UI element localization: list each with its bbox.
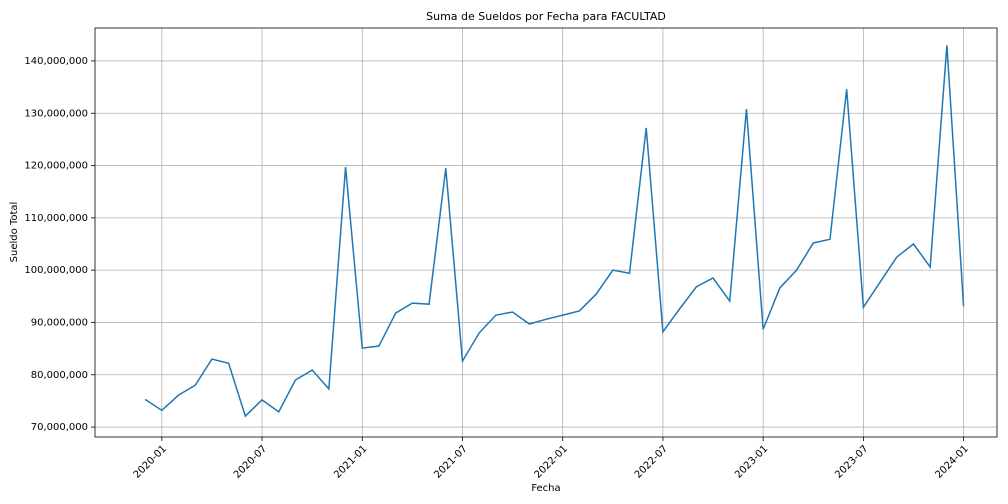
y-tick-label: 140,000,000	[24, 56, 88, 67]
y-tick-label: 100,000,000	[24, 265, 88, 276]
x-tick-label: 2021-07	[432, 443, 469, 480]
y-tick-label: 80,000,000	[31, 370, 88, 381]
chart-title: Suma de Sueldos por Fecha para FACULTAD	[426, 10, 666, 23]
y-tick-label: 130,000,000	[24, 108, 88, 119]
line-series	[144, 45, 965, 418]
y-tick-label: 70,000,000	[31, 422, 88, 433]
x-tick-label: 2023-07	[833, 443, 870, 480]
x-tick-label: 2022-07	[633, 443, 670, 480]
x-tick-label: 2020-01	[132, 443, 169, 480]
x-tick-label: 2024-01	[934, 443, 971, 480]
x-axis-label: Fecha	[531, 483, 560, 494]
x-tick-label: 2022-01	[533, 443, 570, 480]
plot-frame	[94, 27, 998, 438]
x-tick-label: 2023-01	[733, 443, 770, 480]
y-axis-label: Sueldo Total	[9, 202, 20, 263]
x-tick-label: 2021-01	[332, 443, 369, 480]
y-tick-label: 90,000,000	[31, 317, 88, 328]
x-tick-label: 2020-07	[232, 443, 269, 480]
y-tick-label: 110,000,000	[24, 213, 88, 224]
y-tick-label: 120,000,000	[24, 161, 88, 172]
